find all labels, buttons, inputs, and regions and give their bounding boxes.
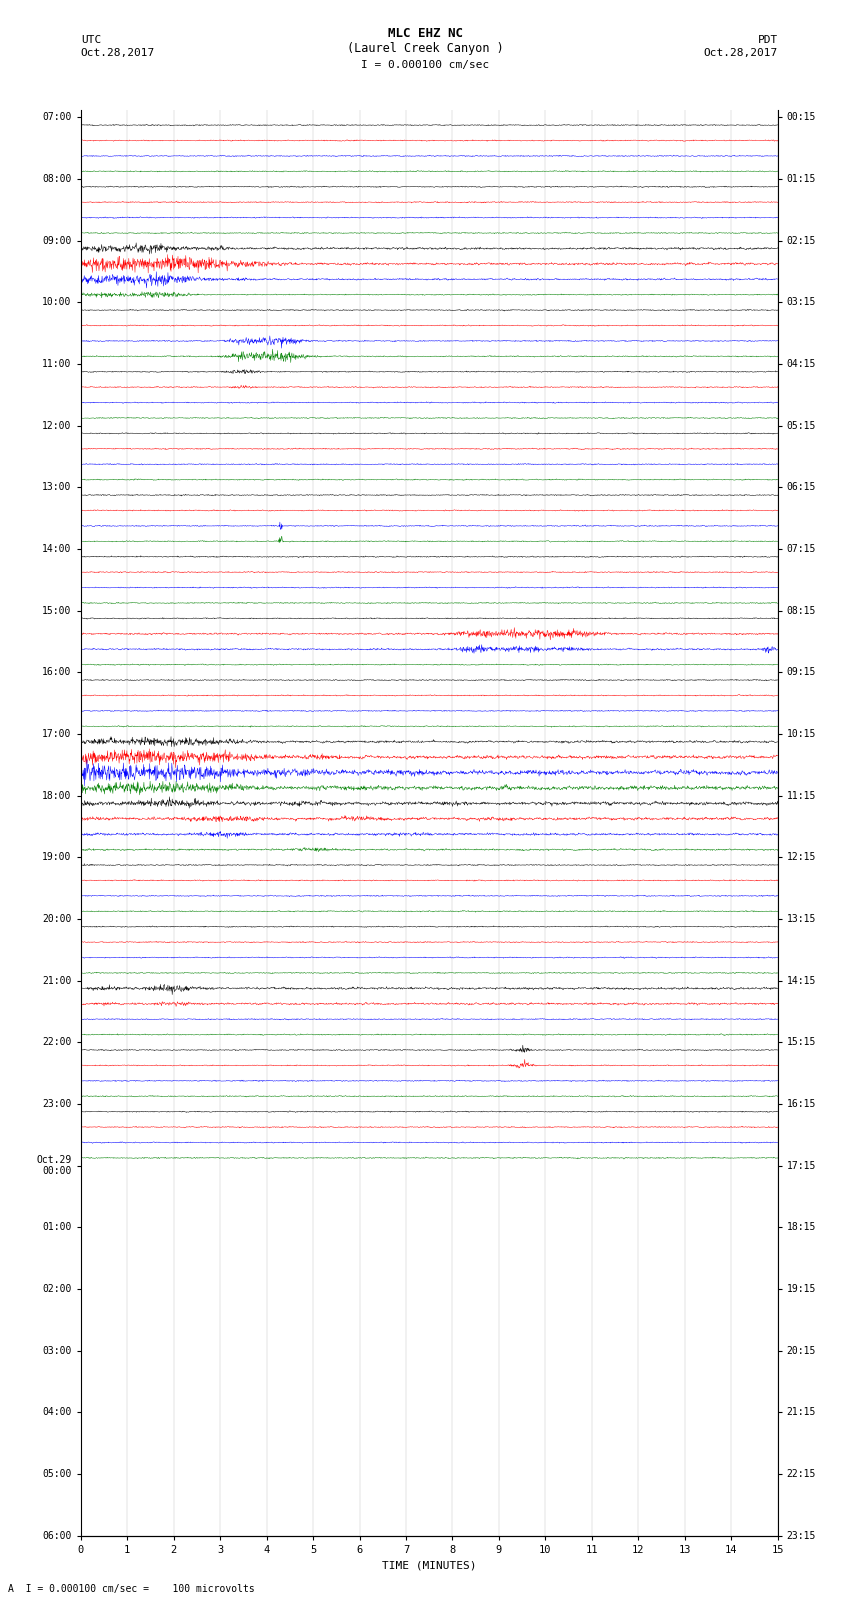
Text: PDT: PDT (757, 35, 778, 45)
Text: Oct.28,2017: Oct.28,2017 (704, 48, 778, 58)
Text: I = 0.000100 cm/sec: I = 0.000100 cm/sec (361, 60, 489, 69)
Text: (Laurel Creek Canyon ): (Laurel Creek Canyon ) (347, 42, 503, 55)
Text: Oct.28,2017: Oct.28,2017 (81, 48, 155, 58)
Text: A  I = 0.000100 cm/sec =    100 microvolts: A I = 0.000100 cm/sec = 100 microvolts (8, 1584, 255, 1594)
Text: UTC: UTC (81, 35, 101, 45)
Text: MLC EHZ NC: MLC EHZ NC (388, 27, 462, 40)
X-axis label: TIME (MINUTES): TIME (MINUTES) (382, 1560, 477, 1569)
